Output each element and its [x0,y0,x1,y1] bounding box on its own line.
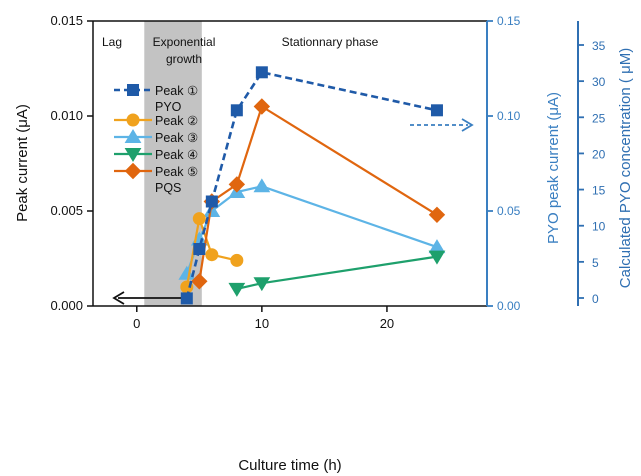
data-point [230,104,243,117]
legend-marker [124,129,142,143]
legend-label: Peak ② [155,114,198,128]
legend-item: Peak ② [114,113,198,128]
concentration-axis-ticks: 0 5 10 15 20 25 30 35 [578,39,606,306]
concentration-tick-label: 0 [592,292,599,306]
x-tick-label: 20 [380,316,394,331]
left-axis-arrow-head [112,291,125,305]
concentration-tick-label: 25 [592,111,606,125]
series-line [185,70,438,299]
legend-label: Peak ③ [155,131,198,145]
concentration-tick-label: 30 [592,75,606,89]
data-point [191,273,208,290]
legend-label: PYO [155,100,182,114]
x-axis-ticks: 0 10 20 [133,306,394,331]
concentration-tick-label: 5 [592,256,599,270]
x-tick-label: 0 [133,316,140,331]
data-point [228,282,246,297]
pyo-current-tick-label: 0.10 [497,109,521,123]
phase-label-stationary: Stationnary phase [282,35,379,49]
legend-label: Peak ① [155,84,198,98]
data-point [253,277,271,292]
legend-label: Peak ④ [155,148,198,162]
legend-label: PQS [155,181,181,195]
legend-item: Peak ③ [114,129,198,145]
pyo-current-tick-label: 0.15 [497,14,521,28]
series-line [236,255,438,290]
data-point [230,253,244,267]
left-axis-title: Peak current (μA) [14,104,31,222]
axis-indicator-arrows [112,118,474,305]
right-axis-arrow-head [461,118,474,132]
data-point [203,203,221,217]
concentration-tick-label: 35 [592,39,606,53]
legend-marker [126,113,140,127]
plot-frame [92,20,579,307]
left-tick-label: 0.010 [50,108,83,123]
concentration-tick-label: 10 [592,220,606,234]
left-tick-label: 0.015 [50,13,83,28]
phase-label-growth: growth [166,52,202,66]
phase-label-exponential: Exponential [153,35,216,49]
legend-item: Peak ④ [114,148,198,162]
phase-label-lag: Lag [102,35,122,49]
left-axis-ticks: 0.000 0.005 0.010 0.015 [50,13,93,313]
concentration-axis-title: Calculated PYO concentration ( μM) [617,48,634,288]
data-point [430,104,443,117]
data-point [205,248,219,262]
pyo-current-axis-title: PYO peak current (μA) [545,92,562,244]
legend-label: Peak ⑤ [155,165,198,179]
pyo-current-tick-label: 0.00 [497,299,521,313]
data-point [253,98,271,115]
data-point [253,178,271,193]
legend-marker [124,162,142,180]
legend-item: Peak ① PYO [114,84,198,114]
data-point [255,66,268,79]
left-tick-label: 0.000 [50,298,83,313]
x-axis-title: Culture time (h) [238,457,341,474]
data-point [178,265,196,280]
data-point [428,250,446,265]
left-tick-label: 0.005 [50,203,83,218]
data-point [192,212,206,226]
series-layer [178,66,446,305]
data-point [228,176,246,193]
x-tick-label: 10 [255,316,269,331]
data-point [193,243,206,255]
concentration-tick-label: 20 [592,147,606,161]
series-1 [180,66,443,305]
legend-item: Peak ⑤ PQS [114,162,198,195]
series-4 [228,250,446,297]
pyo-current-tick-label: 0.05 [497,204,521,218]
data-point [180,292,193,305]
series-line [185,185,438,275]
concentration-tick-label: 15 [592,184,606,198]
data-point [205,195,218,208]
pyo-current-axis-ticks: 0.00 0.05 0.10 0.15 [487,14,521,313]
legend-marker [127,84,139,96]
data-point [428,206,446,224]
legend-marker [124,148,142,162]
